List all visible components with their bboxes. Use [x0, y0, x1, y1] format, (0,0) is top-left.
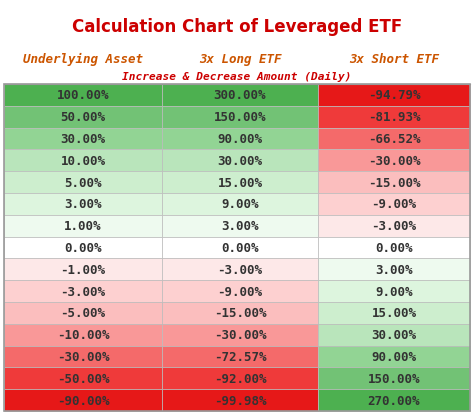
Bar: [4, 150, 162, 172]
Text: Increase & Decrease Amount (Daily): Increase & Decrease Amount (Daily): [122, 72, 352, 82]
Bar: [4, 237, 162, 259]
Text: 1.00%: 1.00%: [64, 220, 102, 233]
Bar: [162, 128, 318, 150]
Text: 270.00%: 270.00%: [368, 394, 420, 407]
Text: -30.00%: -30.00%: [57, 350, 109, 363]
Bar: [162, 389, 318, 411]
Text: 3x Short ETF: 3x Short ETF: [349, 53, 439, 66]
Text: -3.00%: -3.00%: [61, 285, 106, 298]
Text: -81.93%: -81.93%: [368, 111, 420, 124]
Bar: [162, 194, 318, 215]
Text: 150.00%: 150.00%: [368, 372, 420, 385]
Text: 90.00%: 90.00%: [372, 350, 417, 363]
Bar: [162, 172, 318, 194]
Bar: [318, 259, 470, 280]
Text: 15.00%: 15.00%: [218, 176, 263, 189]
Bar: [162, 259, 318, 280]
Bar: [318, 194, 470, 215]
Text: -66.52%: -66.52%: [368, 133, 420, 146]
Bar: [318, 346, 470, 368]
Bar: [4, 172, 162, 194]
Text: 5.00%: 5.00%: [64, 176, 102, 189]
Bar: [318, 128, 470, 150]
Bar: [162, 324, 318, 346]
Bar: [162, 85, 318, 107]
Bar: [4, 85, 470, 411]
Bar: [318, 280, 470, 302]
Bar: [318, 85, 470, 107]
Bar: [318, 150, 470, 172]
Text: -9.00%: -9.00%: [372, 198, 417, 211]
Bar: [4, 389, 162, 411]
Text: -3.00%: -3.00%: [372, 220, 417, 233]
Bar: [318, 237, 470, 259]
Bar: [162, 368, 318, 389]
Bar: [4, 128, 162, 150]
Bar: [4, 215, 162, 237]
Bar: [4, 85, 162, 107]
Text: -1.00%: -1.00%: [61, 263, 106, 276]
Text: -3.00%: -3.00%: [218, 263, 263, 276]
Bar: [4, 259, 162, 280]
Bar: [4, 368, 162, 389]
Bar: [162, 280, 318, 302]
Bar: [318, 368, 470, 389]
Text: 3.00%: 3.00%: [375, 263, 413, 276]
Text: -30.00%: -30.00%: [368, 154, 420, 167]
Text: -92.00%: -92.00%: [214, 372, 266, 385]
Text: 10.00%: 10.00%: [61, 154, 106, 167]
Text: 90.00%: 90.00%: [218, 133, 263, 146]
Text: 30.00%: 30.00%: [61, 133, 106, 146]
Bar: [318, 215, 470, 237]
Text: Calculation Chart of Leveraged ETF: Calculation Chart of Leveraged ETF: [72, 18, 402, 36]
Text: 30.00%: 30.00%: [218, 154, 263, 167]
Bar: [162, 150, 318, 172]
Bar: [162, 346, 318, 368]
Bar: [318, 302, 470, 324]
Text: 15.00%: 15.00%: [372, 307, 417, 320]
Text: 30.00%: 30.00%: [372, 328, 417, 342]
Bar: [318, 107, 470, 128]
Bar: [318, 324, 470, 346]
Bar: [4, 194, 162, 215]
Text: -99.98%: -99.98%: [214, 394, 266, 407]
Bar: [162, 215, 318, 237]
Text: 300.00%: 300.00%: [214, 89, 266, 102]
Bar: [4, 280, 162, 302]
Bar: [162, 237, 318, 259]
Text: 3.00%: 3.00%: [64, 198, 102, 211]
Text: 9.00%: 9.00%: [375, 285, 413, 298]
Text: 0.00%: 0.00%: [375, 242, 413, 254]
Text: 0.00%: 0.00%: [221, 242, 259, 254]
Text: 9.00%: 9.00%: [221, 198, 259, 211]
Bar: [4, 107, 162, 128]
Bar: [4, 324, 162, 346]
Bar: [4, 346, 162, 368]
Text: 3.00%: 3.00%: [221, 220, 259, 233]
Text: -50.00%: -50.00%: [57, 372, 109, 385]
Text: -9.00%: -9.00%: [218, 285, 263, 298]
Bar: [318, 389, 470, 411]
Bar: [162, 302, 318, 324]
Text: -10.00%: -10.00%: [57, 328, 109, 342]
Bar: [4, 302, 162, 324]
Bar: [162, 107, 318, 128]
Text: 50.00%: 50.00%: [61, 111, 106, 124]
Text: 3x Long ETF: 3x Long ETF: [199, 53, 281, 66]
Text: 150.00%: 150.00%: [214, 111, 266, 124]
Bar: [318, 172, 470, 194]
Text: -15.00%: -15.00%: [368, 176, 420, 189]
Text: -90.00%: -90.00%: [57, 394, 109, 407]
Text: -72.57%: -72.57%: [214, 350, 266, 363]
Text: -94.79%: -94.79%: [368, 89, 420, 102]
Text: 0.00%: 0.00%: [64, 242, 102, 254]
Text: -5.00%: -5.00%: [61, 307, 106, 320]
Text: -15.00%: -15.00%: [214, 307, 266, 320]
Text: -30.00%: -30.00%: [214, 328, 266, 342]
Text: Underlying Asset: Underlying Asset: [23, 53, 143, 66]
Text: 100.00%: 100.00%: [57, 89, 109, 102]
